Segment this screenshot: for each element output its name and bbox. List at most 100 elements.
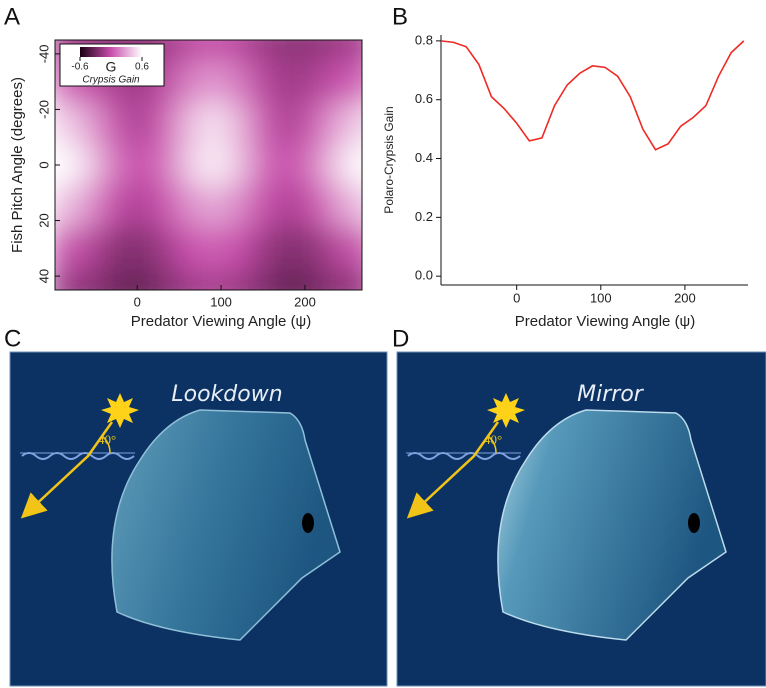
heatmap-cell <box>300 227 327 271</box>
heatmap-cell <box>250 40 277 62</box>
y-tick-label: -40 <box>36 44 51 63</box>
heatmap-cell <box>74 102 101 146</box>
angle-label: 40° <box>98 432 116 447</box>
heatmap-cell <box>124 144 151 187</box>
y-tick-label: 0.8 <box>415 32 433 47</box>
heatmap-cell <box>74 144 101 187</box>
colorbar-title: Crypsis Gain <box>82 75 140 86</box>
heatmap-cell <box>250 227 277 271</box>
heatmap-cell <box>351 227 362 271</box>
x-tick-label: 0 <box>513 290 520 305</box>
heatmap-cell <box>55 227 76 271</box>
heatmap-cell <box>200 185 227 229</box>
heatmap-cell <box>174 227 202 271</box>
heatmap-cell <box>225 269 252 290</box>
heatmap-cell <box>351 144 362 187</box>
heatmap-cell <box>250 102 277 146</box>
x-tick-label: 100 <box>590 290 612 305</box>
y-tick-label: 40 <box>36 269 51 283</box>
heatmap-cell <box>99 269 126 290</box>
heatmap-cell <box>174 40 202 62</box>
heatmap-cell <box>300 40 327 62</box>
heatmap-cell <box>275 60 302 104</box>
illustration-title: Mirror <box>577 382 645 407</box>
heatmap-cell <box>275 227 302 271</box>
heatmap-cell <box>275 40 302 62</box>
y-tick-label: -20 <box>36 100 51 119</box>
heatmap-cell <box>149 269 176 290</box>
heatmap-cell <box>225 227 252 271</box>
heatmap-cell <box>200 227 227 271</box>
y-tick-label: 0.6 <box>415 91 433 106</box>
heatmap-cell <box>325 269 353 290</box>
heatmap-cell <box>275 269 302 290</box>
heatmap-cell <box>225 144 252 187</box>
x-axis-label: Predator Viewing Angle (ψ) <box>131 313 312 330</box>
x-tick-label: 100 <box>210 294 232 309</box>
heatmap-cell <box>275 185 302 229</box>
panel-label: A <box>4 3 20 30</box>
angle-label: 40° <box>484 432 502 447</box>
heatmap-cell <box>275 102 302 146</box>
heatmap-cell <box>275 144 302 187</box>
heatmap-cell <box>325 40 353 62</box>
heatmap-cell <box>351 102 362 146</box>
heatmap-cell <box>174 102 202 146</box>
heatmap-cell <box>174 185 202 229</box>
heatmap-cell <box>200 144 227 187</box>
heatmap-cell <box>325 227 353 271</box>
colorbar <box>80 47 142 57</box>
panel-label: C <box>4 325 21 352</box>
heatmap-cell <box>351 40 362 62</box>
colorbar-label: G <box>106 59 117 75</box>
heatmap-cell <box>174 144 202 187</box>
heatmap-cell <box>300 185 327 229</box>
heatmap-cell <box>149 144 176 187</box>
heatmap-cell <box>124 227 151 271</box>
heatmap-cell <box>300 60 327 104</box>
heatmap-cell <box>300 102 327 146</box>
heatmap-cell <box>225 60 252 104</box>
x-tick-label: 0 <box>134 294 141 309</box>
illustration-title: Lookdown <box>171 382 282 407</box>
heatmap-cell <box>55 269 76 290</box>
colorbar-tick-label: 0.6 <box>135 62 149 73</box>
x-tick-label: 200 <box>674 290 696 305</box>
heatmap-cell <box>200 40 227 62</box>
y-tick-label: 0 <box>36 161 51 168</box>
heatmap-cell <box>325 185 353 229</box>
heatmap-cell <box>225 40 252 62</box>
line <box>440 40 745 151</box>
heatmap-cell <box>99 102 126 146</box>
heatmap-cell <box>300 269 327 290</box>
heatmap-cell <box>200 60 227 104</box>
heatmap-cell <box>225 102 252 146</box>
heatmap-cell <box>149 227 176 271</box>
y-axis-label: Polaro-Crypsis Gain <box>382 106 396 213</box>
heatmap-cell <box>325 60 353 104</box>
heatmap-cell <box>200 269 227 290</box>
heatmap-cell <box>124 269 151 290</box>
x-tick-label: 200 <box>294 294 316 309</box>
heatmap-cell <box>99 227 126 271</box>
heatmap-cell <box>99 185 126 229</box>
heatmap-cell <box>55 144 76 187</box>
heatmap-cell <box>250 269 277 290</box>
heatmap-cell <box>124 102 151 146</box>
heatmap-cells <box>55 40 362 290</box>
heatmap-cell <box>74 227 101 271</box>
y-tick-label: 0.2 <box>415 209 433 224</box>
heatmap-cell <box>325 102 353 146</box>
heatmap-cell <box>55 185 76 229</box>
y-tick-label: 0.4 <box>415 150 433 165</box>
heatmap <box>55 40 362 290</box>
heatmap-cell <box>250 185 277 229</box>
illustration <box>406 393 727 641</box>
heatmap-cell <box>99 144 126 187</box>
colorbar-tick-label: -0.6 <box>71 62 89 73</box>
y-tick-label: 0.0 <box>415 268 433 283</box>
heatmap-cell <box>149 102 176 146</box>
heatmap-cell <box>149 185 176 229</box>
heatmap-cell <box>351 185 362 229</box>
heatmap-cell <box>174 60 202 104</box>
